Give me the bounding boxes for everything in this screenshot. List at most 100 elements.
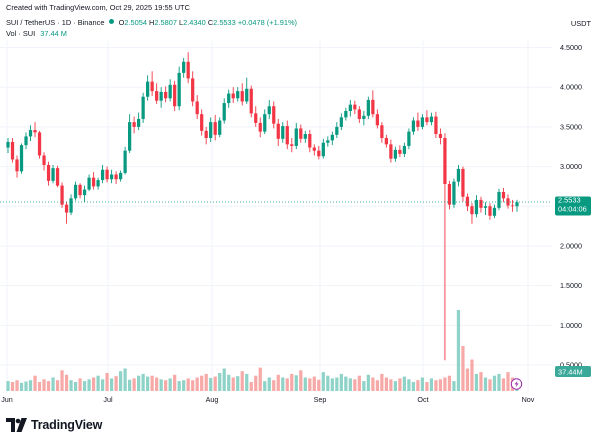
candle-body (384, 137, 388, 145)
candle-body (357, 109, 361, 119)
candle-body (497, 191, 501, 208)
candle-body (474, 199, 479, 215)
candle-body (231, 93, 235, 99)
time-tick: Jul (103, 395, 113, 404)
volume-bar (267, 377, 271, 391)
volume-bar (55, 380, 60, 391)
volume-badge-text: 37.44M (558, 368, 583, 377)
volume-bar (420, 377, 425, 391)
candle-body (290, 144, 294, 146)
volume-bar (321, 372, 325, 391)
volume-bar (227, 374, 231, 391)
time-axis[interactable]: Jun Jul Aug Sep Oct Nov (1, 395, 535, 404)
volume-bar (168, 378, 172, 391)
candle-body (272, 106, 276, 124)
candle-body (82, 189, 87, 196)
candle-body (249, 88, 253, 114)
legend-ohlc[interactable]: SUI / TetherUS · 1D · Binance O2.5054 H2… (6, 18, 297, 27)
volume-bar (222, 368, 226, 391)
candle-body (452, 181, 456, 205)
volume-bar (501, 378, 506, 391)
candle-body (15, 159, 19, 172)
symbol-label[interactable]: SUI / TetherUS · 1D · Binance (6, 18, 105, 27)
volume-bar (73, 382, 78, 391)
candle-body (24, 136, 28, 146)
volume-bar (231, 377, 235, 391)
volume-bar (416, 380, 420, 391)
candle-body (96, 180, 100, 187)
volume-bar (6, 381, 10, 391)
volume-bar (393, 381, 398, 391)
legend-volume[interactable]: Vol · SUI 37.44 M (6, 29, 67, 38)
volume-bar (10, 382, 15, 391)
candle-body (510, 205, 515, 207)
candle-body (73, 184, 78, 199)
volume-bar (402, 376, 407, 391)
volume-bar (150, 375, 154, 391)
candle-body (33, 130, 37, 133)
volume-bar (411, 382, 416, 391)
candle-body (407, 131, 411, 146)
candle-body (294, 128, 298, 146)
close-value: 2.5533 (213, 18, 236, 27)
candle-body (150, 81, 154, 92)
candle-body (321, 142, 325, 157)
volume-bar (438, 379, 443, 391)
candlesticks (6, 52, 519, 361)
candle-body (348, 104, 352, 111)
candle-body (42, 155, 46, 165)
candle-body (339, 117, 343, 127)
candle-body (218, 120, 222, 135)
candle-body (137, 118, 141, 127)
volume-bar (326, 375, 330, 391)
tradingview-logo[interactable]: TradingView (6, 414, 102, 436)
volume-bar (375, 380, 379, 391)
candle-body (164, 91, 168, 99)
volume-bar (42, 379, 46, 391)
volume-bar (60, 370, 64, 391)
time-tick: Aug (206, 395, 219, 404)
candle-body (501, 191, 506, 199)
candle-body (470, 206, 474, 215)
volume-bar (281, 377, 285, 391)
volume-bar (357, 375, 361, 391)
candle-body (353, 104, 357, 110)
volume-bar (380, 373, 384, 391)
candle-body (281, 126, 285, 139)
volume-bar (456, 310, 461, 391)
volume-bar (474, 373, 479, 391)
candle-body (200, 114, 204, 131)
candle-body (411, 120, 416, 132)
volume-bar (407, 379, 411, 391)
volume-bar (186, 378, 190, 391)
time-tick: Nov (522, 395, 535, 404)
volume-bar (479, 372, 483, 391)
volume-bar (19, 382, 24, 391)
candle-body (213, 122, 217, 135)
volume-bar (483, 377, 488, 391)
high-value: 2.5807 (154, 18, 177, 27)
volume-bar (105, 373, 109, 391)
candle-body (285, 126, 289, 145)
candle-body (177, 72, 181, 107)
volume-bars (6, 310, 519, 391)
candle-body (55, 168, 60, 186)
volume-bar (452, 381, 456, 391)
candle-body (447, 184, 452, 205)
volume-bar (155, 377, 159, 391)
candle-body (416, 120, 420, 127)
volume-bar (254, 375, 258, 391)
candle-body (375, 114, 379, 126)
high-label: H (149, 18, 155, 27)
volume-bar (371, 377, 375, 391)
price-tick: 3.5000 (560, 122, 582, 131)
candle-body (109, 174, 114, 180)
open-value: 2.5054 (124, 18, 147, 27)
candle-body (465, 196, 470, 207)
volume-bar (276, 374, 280, 391)
candle-body (483, 206, 488, 208)
volume-bar (366, 374, 370, 391)
lightning-icon[interactable] (510, 378, 523, 390)
candle-body (362, 115, 366, 119)
